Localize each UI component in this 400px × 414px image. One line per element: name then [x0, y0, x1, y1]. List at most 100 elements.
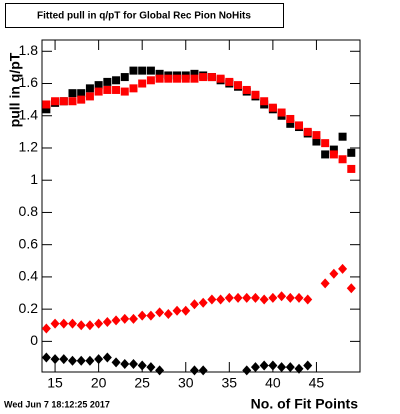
- diamond-marker: [303, 360, 313, 371]
- square-marker: [138, 66, 147, 75]
- diamond-marker: [277, 291, 287, 302]
- square-marker: [251, 90, 260, 99]
- y-tick-label: 0.6: [19, 235, 39, 251]
- square-marker: [190, 69, 199, 78]
- x-tick-label: 45: [309, 375, 325, 391]
- square-marker: [338, 155, 347, 164]
- diamond-marker: [216, 294, 226, 305]
- diamond-marker: [85, 320, 95, 331]
- diamond-marker: [59, 354, 69, 365]
- diamond-marker: [285, 292, 295, 303]
- diamond-marker: [85, 355, 95, 366]
- square-marker: [94, 87, 103, 96]
- square-marker: [216, 74, 225, 83]
- diamond-marker: [120, 313, 130, 324]
- y-tick-label: 0.8: [19, 203, 39, 219]
- square-marker: [164, 74, 173, 83]
- diamond-marker: [294, 292, 304, 303]
- diamond-marker: [198, 297, 208, 308]
- square-marker: [286, 114, 295, 123]
- x-tick-label: 30: [178, 375, 194, 391]
- diamond-marker: [111, 357, 121, 368]
- timestamp: Wed Jun 7 18:12:25 2017: [4, 399, 110, 409]
- square-marker: [155, 69, 164, 78]
- diamond-marker: [303, 294, 313, 305]
- square-marker: [234, 81, 243, 90]
- diamond-marker: [233, 292, 243, 303]
- square-marker: [103, 85, 112, 94]
- diamond-marker: [268, 360, 278, 371]
- diamond-marker: [189, 365, 199, 376]
- diamond-marker: [67, 355, 77, 366]
- x-tick-label: 15: [47, 375, 63, 391]
- square-marker: [338, 132, 347, 141]
- diamond-marker: [163, 308, 173, 319]
- square-marker: [173, 74, 182, 83]
- square-marker: [129, 84, 138, 93]
- y-tick-label: 1.2: [19, 139, 39, 155]
- diamond-marker: [250, 292, 260, 303]
- diamond-marker: [128, 313, 138, 324]
- x-tick-label: 25: [134, 375, 150, 391]
- diamond-marker: [41, 323, 51, 334]
- diamond-marker: [102, 317, 112, 328]
- y-tick-label: 0: [30, 332, 38, 348]
- diamond-marker: [50, 318, 60, 329]
- diamond-marker: [294, 363, 304, 374]
- diamond-marker: [137, 310, 147, 321]
- diamond-marker: [250, 362, 260, 373]
- diamond-marker: [120, 358, 130, 369]
- diamond-marker: [338, 263, 348, 274]
- diamond-marker: [172, 305, 182, 316]
- square-marker: [138, 79, 147, 88]
- square-marker: [85, 92, 94, 101]
- square-marker: [85, 84, 94, 93]
- square-marker: [77, 89, 86, 98]
- square-marker: [112, 85, 121, 94]
- square-marker: [303, 127, 312, 136]
- x-tick-label: 35: [222, 375, 238, 391]
- diamond-marker: [198, 365, 208, 376]
- diamond-marker: [242, 292, 252, 303]
- square-marker: [286, 119, 295, 128]
- square-marker: [155, 74, 164, 83]
- diamond-marker: [346, 283, 356, 294]
- x-tick-label: 40: [265, 375, 281, 391]
- y-tick-label: 1.8: [19, 42, 39, 58]
- square-marker: [146, 76, 155, 85]
- square-marker: [321, 150, 330, 159]
- square-marker: [59, 97, 68, 106]
- square-marker: [207, 73, 216, 82]
- y-tick-label: 1.6: [19, 74, 39, 90]
- diamond-marker: [94, 318, 104, 329]
- square-marker: [112, 76, 121, 85]
- square-marker: [103, 77, 112, 86]
- diamond-marker: [277, 362, 287, 373]
- diamond-marker: [320, 278, 330, 289]
- square-marker: [68, 97, 77, 106]
- square-marker: [51, 97, 60, 106]
- diamond-marker: [41, 352, 51, 363]
- diamond-marker: [146, 362, 156, 373]
- square-marker: [312, 131, 321, 140]
- square-marker: [181, 74, 190, 83]
- diamond-marker: [259, 360, 269, 371]
- diamond-marker: [224, 292, 234, 303]
- square-marker: [312, 137, 321, 146]
- diamond-marker: [94, 354, 104, 365]
- square-marker: [42, 105, 51, 114]
- diamond-marker: [189, 299, 199, 310]
- square-marker: [347, 164, 356, 173]
- square-marker: [225, 77, 234, 86]
- chart-title: Fitted pull in q/pT for Global Rec Pion …: [37, 11, 251, 22]
- square-marker: [94, 81, 103, 90]
- square-marker: [321, 139, 330, 148]
- diamond-marker: [259, 294, 269, 305]
- square-marker: [77, 95, 86, 104]
- diamond-marker: [207, 294, 217, 305]
- square-marker: [329, 150, 338, 159]
- square-marker: [329, 145, 338, 154]
- diamond-marker: [128, 358, 138, 369]
